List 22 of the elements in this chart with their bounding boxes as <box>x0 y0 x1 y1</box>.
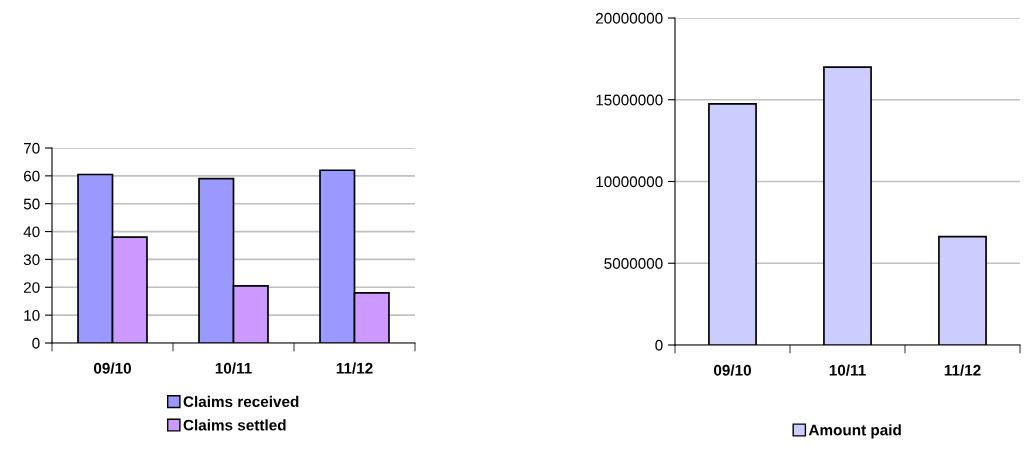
y-tick-label: 15000000 <box>596 94 663 106</box>
y-tick-label: 5000000 <box>604 258 663 269</box>
y-tick-label: 20 <box>23 282 40 293</box>
y-tick-label: 40 <box>23 226 40 238</box>
y-tick-label: 0 <box>32 337 40 349</box>
x-tick-label: 11/12 <box>944 364 981 376</box>
y-tick-label: 30 <box>23 254 40 266</box>
y-tick-label: 50 <box>23 198 40 210</box>
legend-label: Amount paid <box>808 424 901 439</box>
x-tick-label: 10/11 <box>829 364 866 376</box>
y-tick-label: 10 <box>24 310 40 321</box>
legend-label: Claims received <box>183 395 299 408</box>
y-tick-label: 10000000 <box>596 176 663 188</box>
x-tick-label: 11/12 <box>336 362 373 374</box>
legend-label: Claims settled <box>183 419 286 431</box>
y-tick-label: 60 <box>23 170 40 182</box>
y-tick-label: 70 <box>23 142 40 154</box>
x-tick-label: 09/10 <box>713 364 751 376</box>
y-tick-label: 0 <box>655 339 663 351</box>
x-tick-label: 10/11 <box>215 362 252 374</box>
x-tick-label: 09/10 <box>93 362 131 374</box>
y-tick-label: 20000000 <box>596 12 663 24</box>
